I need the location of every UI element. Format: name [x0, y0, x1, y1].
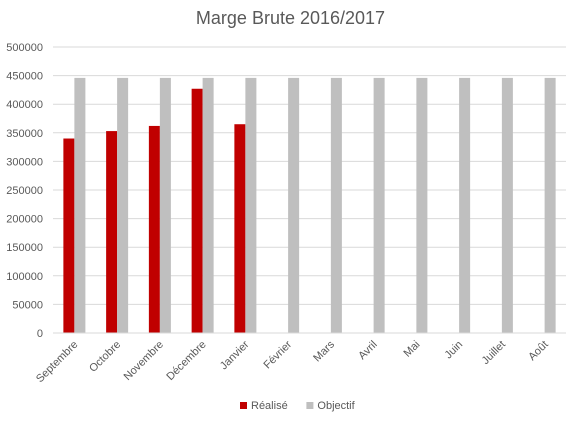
y-tick-label: 100000 — [6, 271, 43, 283]
x-tick-label: Juin — [442, 339, 465, 362]
x-tick-label: Décembre — [164, 339, 208, 383]
bar-realise — [234, 124, 246, 333]
x-tick-label: Mai — [401, 339, 422, 360]
y-axis: 0 50000 100000 150000 200000 250000 300000 3500… — [6, 42, 43, 340]
bar-objectif — [330, 77, 342, 333]
x-tick-label: Novembre — [122, 339, 166, 383]
x-tick-label: Août — [526, 339, 550, 363]
y-tick-label: 0 — [37, 328, 43, 340]
bar-objectif — [288, 77, 300, 333]
bar-objectif — [416, 77, 428, 333]
y-tick-label: 150000 — [6, 242, 43, 254]
chart-title: Marge Brute 2016/2017 — [195, 8, 386, 28]
bar-objectif — [202, 77, 214, 333]
legend-swatch — [240, 402, 247, 409]
y-tick-label: 300000 — [6, 156, 43, 168]
legend-swatch — [306, 402, 314, 409]
bar-objectif — [74, 77, 86, 333]
x-tick-label: Février — [262, 338, 295, 371]
legend-label: Réalisé — [251, 400, 288, 412]
x-tick-label: Mars — [311, 338, 337, 364]
x-tick-label: Avril — [356, 339, 379, 362]
x-tick-label: Octobre — [87, 339, 123, 375]
gridlines — [53, 46, 566, 334]
y-tick-label: 400000 — [6, 99, 43, 111]
x-tick-label: Janvier — [218, 338, 252, 372]
legend: Réalisé Objectif — [240, 400, 356, 412]
bar-objectif — [544, 77, 556, 333]
y-tick-label: 450000 — [6, 71, 43, 83]
bar-objectif — [459, 77, 471, 333]
bar-realise — [63, 138, 75, 333]
bar-realise — [106, 131, 118, 333]
bar-objectif — [501, 77, 513, 333]
legend-label: Objectif — [317, 400, 355, 412]
bar-objectif — [373, 77, 385, 333]
y-tick-label: 350000 — [6, 128, 43, 140]
bar-objectif — [159, 77, 171, 333]
bars — [63, 77, 556, 333]
y-tick-label: 250000 — [6, 185, 43, 197]
bar-realise — [148, 125, 160, 333]
bar-realise — [191, 88, 203, 333]
bar-objectif — [117, 77, 129, 333]
y-tick-label: 200000 — [6, 214, 43, 226]
x-tick-label: Juillet — [480, 339, 508, 367]
x-tick-label: Septembre — [34, 339, 81, 386]
y-tick-label: 500000 — [6, 42, 43, 54]
bar-objectif — [245, 77, 257, 333]
y-tick-label: 50000 — [12, 299, 43, 311]
